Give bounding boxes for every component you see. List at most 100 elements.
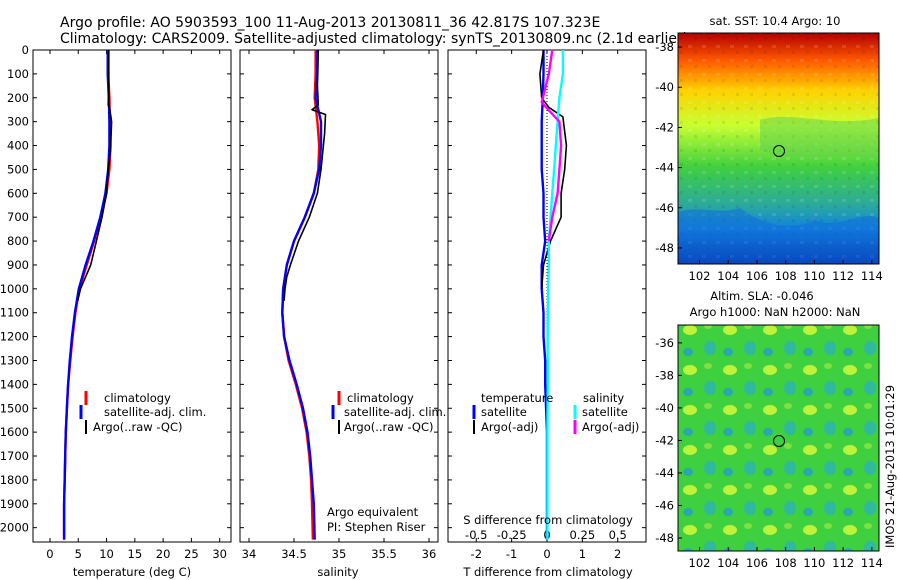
lon-tick-label: 114 [861, 269, 883, 283]
x-tick-label: 1 [579, 547, 586, 561]
series-line-3 [540, 49, 563, 242]
depth-tick-label: 1100 [0, 306, 29, 320]
s-tick-label: 0.25 [570, 528, 596, 542]
t-difference-label: T difference from climatology [462, 565, 633, 579]
x-tick-label: 36 [422, 547, 437, 561]
lat-tick-label: -42 [655, 433, 674, 447]
pi-label: PI: Stephen Riser [327, 520, 426, 534]
depth-tick-label: 500 [7, 162, 29, 176]
sla-map-frame [677, 324, 880, 552]
difference-legend: temperature salinity satellite Argo(-adj… [472, 391, 639, 434]
depth-tick-label: 300 [7, 115, 29, 129]
depth-tick-label: 600 [7, 186, 29, 200]
s-tick-label: -0.25 [497, 528, 527, 542]
depth-tick-label: 0 [22, 43, 29, 57]
temperature-panel: 0 100 200 300 400 500 600 700 800 900 1000 1100 1200… [0, 43, 232, 579]
legend-label-satellite: satellite-adj. clim. [344, 405, 446, 419]
lon-tick-label: 110 [803, 556, 825, 570]
depth-tick-label: 2000 [0, 521, 29, 535]
depth-tick-label: 800 [7, 234, 29, 248]
lon-tick-label: 112 [832, 556, 854, 570]
x-tick-label: 34 [242, 547, 257, 561]
depth-tick-label: 1500 [0, 401, 29, 415]
legend-label-satellite: satellite-adj. clim. [104, 405, 206, 419]
x-tick-label: -1 [506, 547, 517, 561]
lat-tick-label: -40 [655, 80, 674, 94]
lon-tick-label: 114 [861, 556, 883, 570]
depth-tick-label: 900 [7, 258, 29, 272]
depth-tick-label: 400 [7, 139, 29, 153]
series-line-1 [62, 50, 111, 540]
depth-tick-label: 1900 [0, 497, 29, 511]
x-tick-label: 25 [184, 547, 199, 561]
temperature-lines [62, 50, 113, 540]
sst-front-shape [678, 208, 879, 264]
s-tick-label: 0.5 [609, 528, 627, 542]
temperature-legend: climatology satellite-adj. clim. Argo(..… [79, 391, 206, 434]
sla-map-panel: Altim. SLA: -0.046 Argo h1000: NaN h2000… [655, 289, 883, 570]
salinity-panel: 34 34.5 35 35.5 36 salinity climatology sate… [239, 49, 446, 579]
x-tick-label: 20 [156, 547, 171, 561]
lon-tick-label: 104 [717, 556, 739, 570]
lon-tick-label: 104 [717, 269, 739, 283]
salinity-lines [281, 49, 327, 540]
sla-map-axes: 102 104 106 108 110 112 114 -36 -38 -40 -42 -44 -46 -… [655, 336, 883, 570]
depth-tick-label: 200 [7, 91, 29, 105]
legend-heading-temperature: temperature [481, 391, 553, 405]
temperature-plot-frame [32, 49, 232, 543]
legend-label-s-satellite: satellite [582, 405, 628, 419]
lon-tick-label: 106 [746, 269, 768, 283]
legend-label-t-satellite: satellite [481, 405, 527, 419]
depth-tick-label: 100 [7, 67, 29, 81]
x-tick-label: 10 [99, 547, 114, 561]
depth-tick-label: 700 [7, 210, 29, 224]
series-line-0 [540, 50, 549, 540]
temperature-x-axis: 0 5 10 15 20 25 30 [46, 50, 227, 561]
depth-tick-label: 1800 [0, 473, 29, 487]
depth-tick-label: 1200 [0, 330, 29, 344]
lat-tick-label: -44 [655, 161, 674, 175]
salinity-x-label: salinity [317, 565, 358, 579]
salinity-depth-ticks [240, 49, 438, 529]
sla-map-title2: Argo h1000: NaN h2000: NaN [690, 305, 861, 319]
legend-label-s-argo: Argo(-adj) [582, 420, 639, 434]
difference-depth-ticks [448, 49, 646, 529]
lon-tick-label: 106 [746, 556, 768, 570]
lon-tick-label: 108 [775, 556, 797, 570]
legend-label-climatology: climatology [104, 391, 171, 405]
legend-label-argo: Argo(..raw -QC) [93, 420, 183, 434]
temperature-depth-axis: 0 100 200 300 400 500 600 700 800 900 1000 1100 1200… [0, 43, 231, 535]
x-tick-label: 2 [614, 547, 621, 561]
argo-equivalent-label: Argo equivalent [327, 505, 419, 519]
series-line-1 [281, 50, 323, 540]
sla-map-title1: Altim. SLA: -0.046 [710, 289, 814, 303]
lon-tick-label: 108 [775, 269, 797, 283]
legend-label-climatology: climatology [347, 391, 414, 405]
x-tick-label: 5 [75, 547, 82, 561]
argo-location-marker [773, 435, 785, 447]
depth-tick-label: 1400 [0, 377, 29, 391]
lat-tick-label: -36 [655, 336, 674, 350]
legend-label-argo: Argo(..raw -QC) [344, 420, 434, 434]
lat-tick-label: -38 [655, 368, 674, 382]
salinity-legend: climatology satellite-adj. clim. Argo(..… [331, 391, 446, 434]
lon-tick-label: 102 [689, 269, 711, 283]
s-difference-label: S difference from climatology [463, 513, 633, 527]
sst-warm-shape [760, 116, 879, 160]
difference-panel: -2 -1 0 1 2 -0.5 -0.25 0 0.25 0.5 S difference f… [447, 49, 647, 579]
x-tick-label: 15 [128, 547, 143, 561]
salinity-x-axis: 34 34.5 35 35.5 36 [242, 50, 437, 561]
s-tick-label: -0.5 [465, 528, 487, 542]
depth-tick-label: 1000 [0, 282, 29, 296]
sla-map-image [678, 325, 879, 551]
depth-tick-label: 1300 [0, 353, 29, 367]
legend-label-t-argo: Argo(-adj) [481, 420, 538, 434]
x-tick-label: -2 [471, 547, 482, 561]
lon-tick-label: 102 [689, 556, 711, 570]
difference-s-axis: -0.5 -0.25 0 0.25 0.5 [465, 528, 627, 542]
lat-tick-label: -48 [655, 241, 674, 255]
sst-map-title: sat. SST: 10.4 Argo: 10 [710, 14, 841, 28]
lat-tick-label: -48 [655, 531, 674, 545]
imos-timestamp-stamp: IMOS 21-Aug-2013 10:01:29 [883, 385, 897, 548]
